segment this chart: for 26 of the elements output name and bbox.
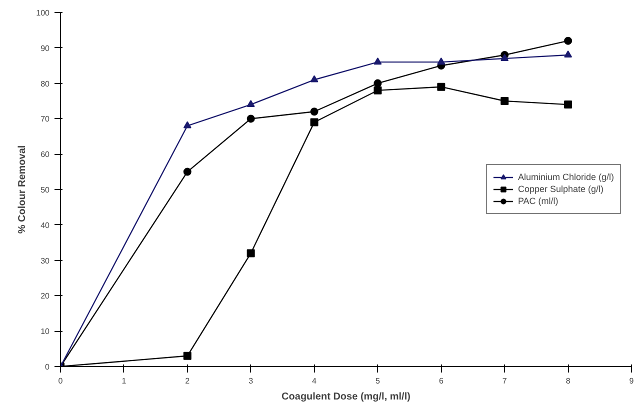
x-tick-label: 5 xyxy=(376,376,380,386)
y-tick-label: 60 xyxy=(40,150,50,160)
x-tick-label: 9 xyxy=(629,376,634,386)
y-tick-label: 20 xyxy=(40,292,50,301)
y-tick-label: 0 xyxy=(45,362,50,372)
y-tick-label: 70 xyxy=(40,114,50,124)
x-tick-label: 8 xyxy=(566,376,571,386)
y-tick-label: 90 xyxy=(40,44,50,53)
y-tick-label: 10 xyxy=(40,327,50,336)
y-tick-label: 30 xyxy=(40,256,50,266)
y-axis-title: % Colour Removal xyxy=(17,145,28,234)
y-tick-label: 50 xyxy=(40,186,50,194)
legend-label: PAC (ml/l) xyxy=(518,195,558,207)
x-tick-label: 4 xyxy=(312,376,318,386)
x-tick-label: 0 xyxy=(58,376,64,386)
x-tick-label: 1 xyxy=(122,376,127,386)
x-axis-title: Coagulent Dose (mg/l, ml/l) xyxy=(282,392,410,402)
x-tick-label: 7 xyxy=(502,376,508,386)
x-tick-label: 3 xyxy=(248,376,254,386)
y-tick-label: 40 xyxy=(40,220,50,230)
legend-label: Aluminium Chloride (g/l) xyxy=(518,171,614,183)
y-tick-label: 100 xyxy=(36,8,50,18)
y-tick-label: 80 xyxy=(40,79,50,88)
legend-label: Copper Sulphate (g/l) xyxy=(518,183,604,195)
x-tick-label: 6 xyxy=(438,376,444,386)
x-tick-label: 2 xyxy=(185,376,190,386)
